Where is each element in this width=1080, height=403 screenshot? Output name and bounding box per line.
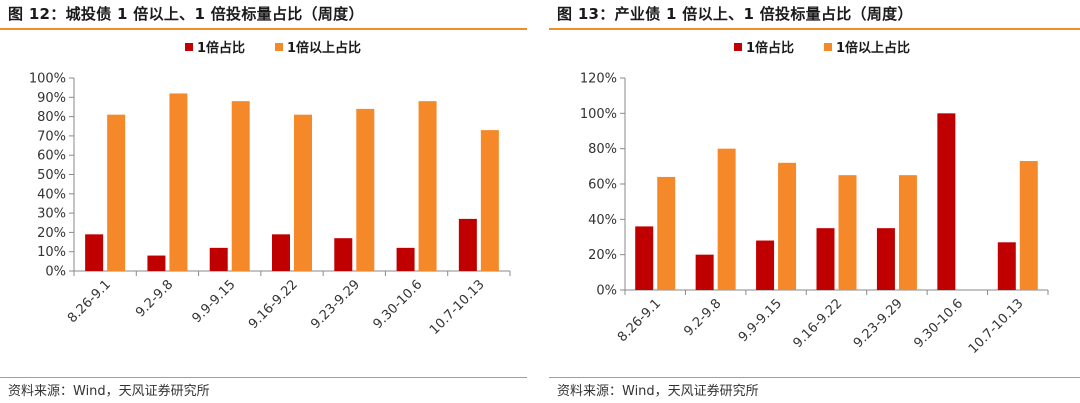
bar-above-1x-share: [1019, 161, 1038, 290]
y-tick-label: 20%: [37, 226, 66, 241]
legend-label: 1倍占比: [746, 40, 794, 56]
x-tick-label: 9.9-9.15: [736, 296, 785, 345]
y-tick-label: 0%: [45, 265, 66, 280]
y-tick-label: 50%: [37, 168, 66, 183]
x-tick-label: 9.30-10.6: [371, 277, 426, 332]
y-tick-label: 20%: [588, 248, 617, 263]
y-tick-label: 70%: [37, 129, 66, 144]
chart-title: 图 13：产业债 1 倍以上、1 倍投标量占比（周度）: [557, 5, 913, 23]
y-tick-label: 100%: [29, 72, 66, 87]
title-divider: [0, 28, 527, 30]
x-tick-label: 9.9-9.15: [190, 277, 239, 326]
source-divider: [0, 377, 527, 378]
y-tick-label: 120%: [580, 72, 617, 87]
right-chart-panel: 图 13：产业债 1 倍以上、1 倍投标量占比（周度） 1倍占比 1倍以上占比 0%…: [549, 0, 1080, 403]
x-tick-label: 9.16-9.22: [790, 296, 845, 351]
y-tick-label: 40%: [588, 213, 617, 228]
x-tick-label: 9.30-10.6: [911, 296, 966, 351]
source-note: 资料来源：Wind，天风证券研究所: [557, 384, 759, 399]
bar-1x-share: [334, 238, 353, 271]
x-tick-label: 10.7-10.13: [427, 277, 488, 338]
legend-label: 1倍占比: [197, 40, 245, 56]
y-axis: 0% 20% 40% 60% 80% 100% 120%: [580, 72, 626, 299]
bar-1x-share: [997, 242, 1016, 290]
legend-label: 1倍以上占比: [287, 40, 361, 56]
legend-swatch: [734, 43, 742, 51]
bar-1x-share: [876, 228, 895, 290]
bar-above-1x-share: [717, 148, 736, 290]
x-tick-label: 9.2-9.8: [681, 296, 724, 339]
x-axis: 8.26-9.1 9.2-9.8 9.9-9.15 9.16-9.22 9.23-9.2…: [65, 270, 511, 338]
bar-1x-share: [272, 234, 290, 271]
y-tick-label: 80%: [588, 142, 617, 157]
x-tick-label: 8.26-9.1: [65, 277, 114, 326]
bars: [635, 113, 1038, 290]
bar-1x-share: [85, 234, 104, 271]
source-divider: [549, 377, 1080, 378]
bar-above-1x-share: [107, 114, 126, 271]
y-tick-label: 40%: [37, 187, 66, 202]
bar-above-1x-share: [657, 176, 676, 290]
legend: 1倍占比 1倍以上占比: [734, 40, 910, 56]
legend-swatch: [824, 43, 832, 51]
bar-1x-share: [816, 228, 835, 290]
bar-above-1x-share: [169, 93, 188, 271]
y-tick-label: 30%: [37, 207, 66, 222]
legend: 1倍占比 1倍以上占比: [185, 40, 361, 56]
x-tick-label: 10.7-10.13: [966, 296, 1027, 357]
bar-1x-share: [209, 247, 228, 271]
bar-above-1x-share: [480, 130, 499, 271]
chart-title: 图 12：城投债 1 倍以上、1 倍投标量占比（周度）: [8, 5, 364, 23]
y-axis: 0% 10% 20% 30% 40% 50% 60% 70% 80% 90% 100%: [29, 72, 75, 280]
x-axis: 8.26-9.1 9.2-9.8 9.9-9.15 9.16-9.22 9.23-9.2…: [615, 289, 1049, 357]
bar-above-1x-share: [418, 101, 437, 271]
y-tick-label: 60%: [588, 178, 617, 193]
title-divider: [549, 28, 1080, 30]
x-tick-label: 9.16-9.22: [246, 277, 301, 332]
y-tick-label: 60%: [37, 149, 66, 164]
bar-chart-industrial-bonds: 1倍占比 1倍以上占比 0% 20% 40% 60% 80% 100% 120% 8.26-9.1…: [580, 40, 1049, 357]
bar-above-1x-share: [778, 162, 797, 290]
legend-label: 1倍以上占比: [836, 40, 910, 56]
x-tick-label: 9.2-9.8: [133, 277, 176, 320]
bar-1x-share: [756, 240, 775, 290]
y-tick-label: 80%: [37, 110, 66, 125]
y-tick-label: 90%: [37, 91, 66, 106]
bar-1x-share: [695, 254, 714, 290]
bars: [85, 93, 499, 271]
bar-1x-share: [458, 218, 477, 271]
x-tick-label: 9.23-9.29: [308, 277, 363, 332]
x-tick-label: 8.26-9.1: [615, 296, 664, 345]
bar-above-1x-share: [294, 114, 312, 271]
bar-above-1x-share: [898, 175, 917, 290]
y-tick-label: 100%: [580, 107, 617, 122]
legend-swatch: [275, 43, 283, 51]
bar-above-1x-share: [356, 108, 375, 271]
y-tick-label: 0%: [596, 284, 617, 299]
bar-1x-share: [937, 113, 956, 290]
bar-above-1x-share: [231, 101, 250, 271]
bar-1x-share: [396, 247, 415, 271]
bar-1x-share: [147, 255, 166, 271]
bar-above-1x-share: [838, 175, 857, 290]
x-tick-label: 9.23-9.29: [851, 296, 906, 351]
y-tick-label: 10%: [37, 245, 66, 260]
bar-1x-share: [635, 226, 654, 290]
bar-chart-city-bonds: 1倍占比 1倍以上占比 0% 10% 20% 30% 40% 50% 60% 70% 80% 90% 1…: [29, 40, 511, 338]
source-note: 资料来源：Wind，天风证券研究所: [8, 384, 210, 399]
legend-swatch: [185, 43, 193, 51]
left-chart-panel: 图 12：城投债 1 倍以上、1 倍投标量占比（周度） 1倍占比 1倍以上占比 0%…: [0, 0, 527, 403]
